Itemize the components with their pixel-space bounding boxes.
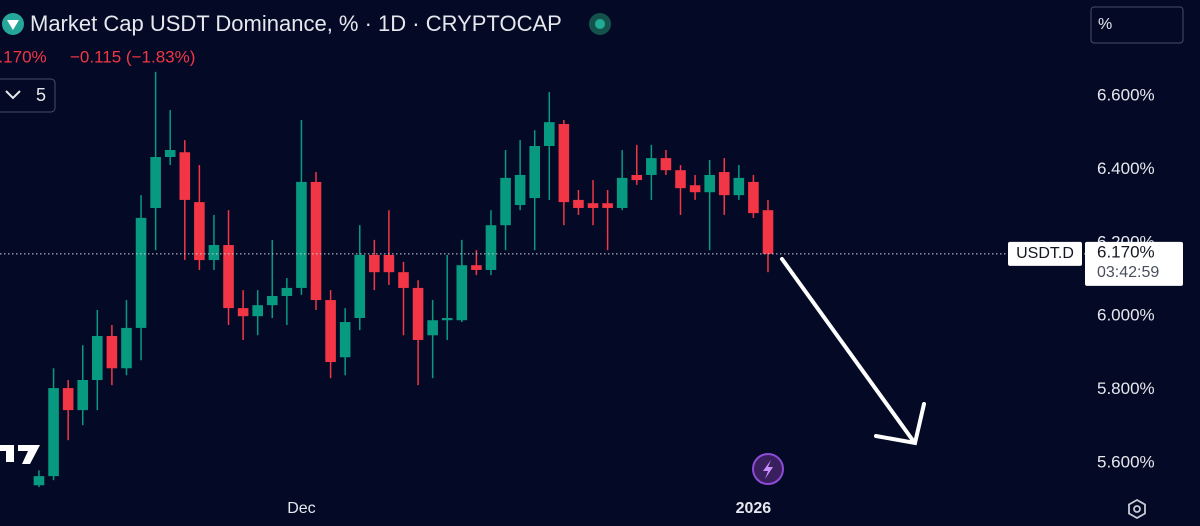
candle-body <box>339 322 351 358</box>
header-price: 6.170% <box>0 47 47 66</box>
symbol-tag <box>1008 241 1082 266</box>
candle-body <box>369 254 380 273</box>
symbol-icon-glyph <box>7 20 19 30</box>
candle-body <box>62 388 74 411</box>
symbol-tag-label: USDT.D <box>1016 245 1074 262</box>
indicator-toggle[interactable] <box>0 78 56 113</box>
candle-body <box>558 123 570 203</box>
candle-body <box>733 177 745 196</box>
candle-body <box>704 174 715 193</box>
candle-body <box>164 150 176 157</box>
x-tick-label: 2026 <box>736 500 772 517</box>
y-tick-label: 6.600% <box>1097 86 1155 105</box>
candle-body <box>325 300 336 363</box>
y-tick-label: 6.400% <box>1097 159 1155 178</box>
candle-body <box>237 308 249 317</box>
y-tick-label: 5.600% <box>1097 452 1155 471</box>
logo <box>0 445 40 464</box>
price-label-group: USDT.D 6.170% 03:42:59 <box>1008 241 1183 286</box>
candle-body <box>602 203 613 208</box>
candle-body <box>208 245 220 261</box>
candle-body <box>573 199 584 208</box>
indicator-count: 5 <box>36 85 46 105</box>
candle-body <box>485 225 497 270</box>
candle-body <box>150 156 161 208</box>
candle-body <box>398 272 409 288</box>
candle-body <box>296 181 307 288</box>
candle-body <box>689 185 701 193</box>
candle-body <box>456 265 468 321</box>
candle-body <box>77 380 89 411</box>
y-tick-label: 6.000% <box>1097 306 1155 325</box>
candle-body <box>471 265 482 270</box>
candle-body <box>48 388 59 477</box>
chevron <box>5 90 21 100</box>
annotation-arrow <box>780 257 926 446</box>
settings-icon[interactable] <box>1128 498 1146 520</box>
candle-body <box>748 181 759 214</box>
candle-body <box>135 217 147 328</box>
candle-body <box>92 335 103 381</box>
candle-body <box>179 152 191 200</box>
x-tick-label: Dec <box>287 500 315 517</box>
candle-body <box>252 305 263 317</box>
candle-body <box>718 172 730 196</box>
candle-body <box>543 122 555 146</box>
candle-body <box>441 318 453 321</box>
event-icon-glyph <box>763 460 773 479</box>
candle-body <box>106 335 118 369</box>
header-change: −0.115 (−1.83%) <box>70 47 195 66</box>
candle-body <box>266 296 278 306</box>
candle-body <box>33 476 45 486</box>
candle-body <box>194 202 205 261</box>
plot-area <box>0 71 1085 488</box>
candle-body <box>631 174 643 181</box>
candle-body <box>762 210 774 254</box>
candle-body <box>646 158 657 175</box>
y-tick-label: 5.800% <box>1097 379 1155 398</box>
candle-body <box>383 254 395 273</box>
scale-button-label: % <box>1098 16 1112 33</box>
candle-body <box>223 245 234 309</box>
status-dot-inner <box>595 19 605 29</box>
candle-body <box>529 145 541 199</box>
price-tag-price: 6.170% <box>1097 242 1155 261</box>
candle-body <box>616 177 628 208</box>
candle-body <box>412 287 424 341</box>
candle-body <box>587 203 599 208</box>
chart-title: Market Cap USDT Dominance, % · 1D · CRYP… <box>30 11 562 36</box>
candle-body <box>281 287 293 297</box>
candle-body <box>675 170 686 189</box>
candle-body <box>354 254 366 319</box>
candle-body <box>660 158 672 171</box>
candle-body <box>310 181 322 301</box>
price-tag <box>1085 241 1183 286</box>
candle-body <box>514 174 526 206</box>
scale-button[interactable] <box>1090 6 1184 44</box>
candle-body <box>121 327 132 369</box>
price-tag-countdown: 03:42:59 <box>1097 264 1159 281</box>
candle-body <box>500 177 511 226</box>
candle-body <box>427 320 438 336</box>
